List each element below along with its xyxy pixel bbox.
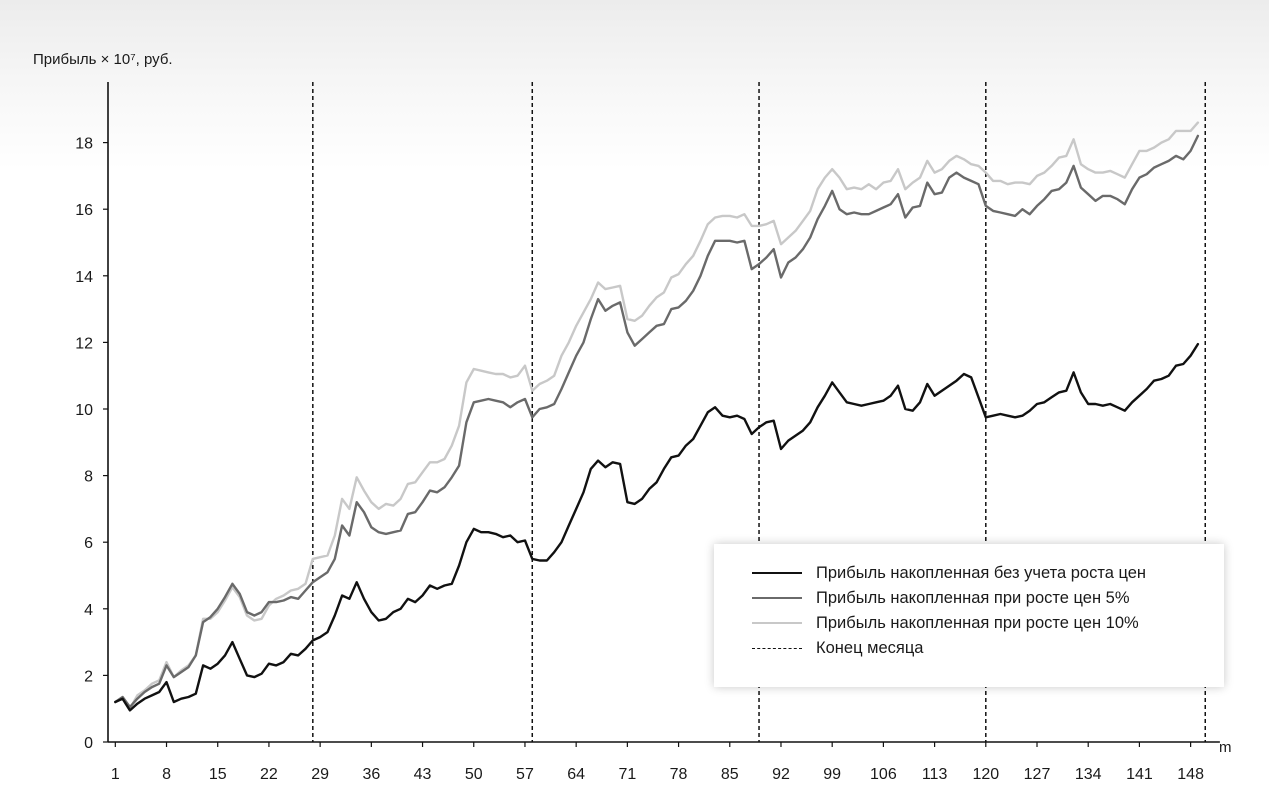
x-tick-label: 22	[260, 766, 278, 783]
series-line	[114, 121, 1200, 710]
x-tick-label: 50	[465, 766, 483, 783]
y-tick-label: 12	[75, 335, 93, 352]
x-tick-label: 106	[870, 766, 897, 783]
legend-swatch-light-gray-line	[752, 622, 802, 624]
x-tick-label: 120	[972, 766, 999, 783]
legend-item-price-growth-10: Прибыль накопленная при росте цен 10%	[752, 612, 1139, 634]
x-tick-label: 36	[362, 766, 380, 783]
x-tick-label: 148	[1177, 766, 1204, 783]
y-tick-label: 6	[84, 535, 93, 552]
legend-label: Прибыль накопленная при росте цен 5%	[816, 588, 1130, 607]
y-tick-label: 10	[75, 402, 93, 419]
legend-label: Прибыль накопленная при росте цен 10%	[816, 613, 1139, 632]
x-tick-label: 134	[1075, 766, 1102, 783]
y-tick-label: 0	[84, 735, 93, 752]
series-line	[114, 134, 1200, 709]
x-tick-label: 78	[670, 766, 688, 783]
legend-swatch-black-line	[752, 572, 802, 574]
x-tick-label: 113	[922, 766, 948, 783]
x-tick-label: 92	[772, 766, 790, 783]
x-tick-label: 43	[414, 766, 432, 783]
chart-legend: Прибыль накопленная без учета роста цен …	[714, 544, 1224, 687]
series-line	[114, 342, 1200, 712]
legend-swatch-dashed-line	[752, 647, 802, 649]
legend-label: Конец месяца	[816, 638, 924, 657]
x-axis-title: m	[1219, 739, 1232, 756]
legend-item-price-growth-5: Прибыль накопленная при росте цен 5%	[752, 587, 1130, 609]
y-tick-label: 14	[75, 269, 93, 286]
legend-swatch-dark-gray-line	[752, 597, 802, 599]
x-tick-label: 127	[1024, 766, 1051, 783]
x-tick-label: 29	[311, 766, 329, 783]
y-tick-label: 8	[84, 469, 93, 486]
y-tick-label: 18	[75, 136, 93, 153]
x-tick-label: 99	[823, 766, 841, 783]
legend-item-no-price-growth: Прибыль накопленная без учета роста цен	[752, 562, 1146, 584]
x-tick-label: 85	[721, 766, 739, 783]
legend-item-month-end: Конец месяца	[752, 637, 923, 659]
y-tick-label: 16	[75, 202, 93, 219]
x-tick-label: 8	[162, 766, 171, 783]
x-tick-label: 71	[618, 766, 636, 783]
y-tick-label: 2	[84, 668, 93, 685]
x-tick-label: 141	[1126, 766, 1153, 783]
x-tick-label: 64	[567, 766, 585, 783]
x-tick-label: 1	[111, 766, 120, 783]
y-tick-label: 4	[84, 602, 93, 619]
y-axis-title: Прибыль × 10⁷, руб.	[33, 51, 173, 68]
x-tick-label: 15	[209, 766, 227, 783]
legend-label: Прибыль накопленная без учета роста цен	[816, 563, 1147, 582]
x-tick-label: 57	[516, 766, 534, 783]
